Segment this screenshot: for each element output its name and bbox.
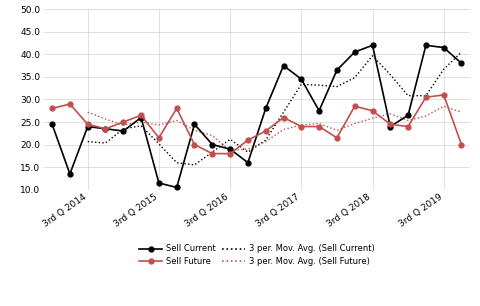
Legend: Sell Current, Sell Future, 3 per. Mov. Avg. (Sell Current), 3 per. Mov. Avg. (Se: Sell Current, Sell Future, 3 per. Mov. A…	[139, 244, 374, 266]
